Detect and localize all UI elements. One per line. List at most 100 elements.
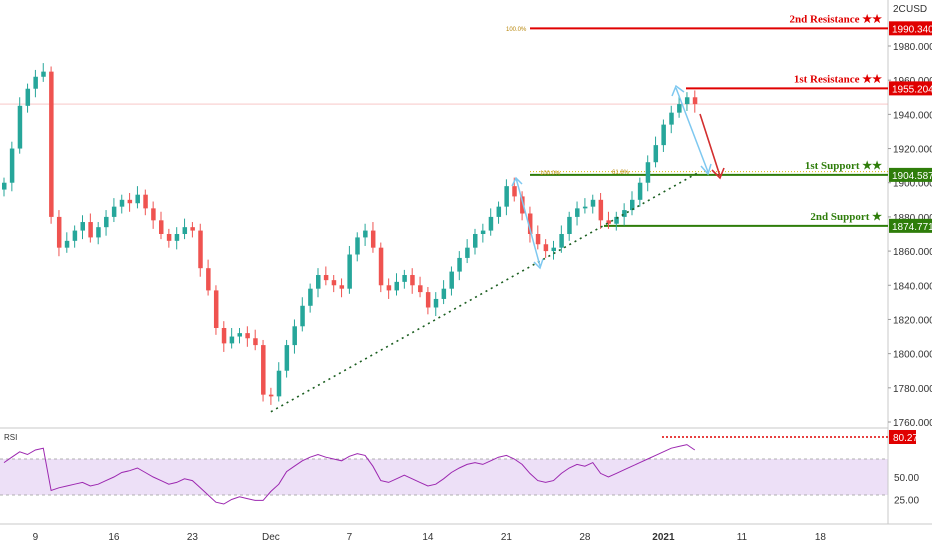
- candle: [182, 218, 188, 240]
- price-tick-label: 1840.000: [893, 281, 932, 292]
- price-tick-label: 1800.000: [893, 350, 932, 361]
- candle: [213, 285, 219, 335]
- fib-label-top: 100.0%: [506, 27, 527, 33]
- price-tick-label: 1980.000: [893, 42, 932, 53]
- candle: [237, 328, 242, 344]
- arrow-head-1b: [533, 258, 544, 270]
- candle: [590, 194, 596, 214]
- candle: [308, 283, 313, 313]
- date-tick-label: 16: [108, 532, 120, 543]
- candle: [253, 329, 258, 351]
- date-tick-label: 7: [347, 532, 353, 543]
- candle: [370, 222, 376, 253]
- candle: [80, 215, 85, 240]
- candle: [127, 192, 133, 212]
- candle: [339, 278, 345, 298]
- candle: [17, 97, 23, 154]
- level-price-tag-text: 1990.340: [892, 24, 932, 35]
- rsi-tick-label: 25.00: [894, 496, 919, 507]
- currency-label: USD: [906, 4, 927, 15]
- candle: [637, 177, 643, 207]
- candle: [159, 211, 164, 240]
- candle: [355, 232, 360, 262]
- measure-arrow-1: [515, 177, 541, 267]
- candle: [331, 275, 337, 293]
- candle: [441, 280, 447, 305]
- measure-arrow-2: [675, 87, 709, 173]
- price-axis-top-label: 2C: [893, 4, 906, 15]
- date-tick-label: 18: [815, 532, 827, 543]
- candle: [410, 268, 415, 294]
- candle: [598, 192, 604, 229]
- level-price-tag: 1990.340: [889, 21, 932, 36]
- candle: [645, 155, 651, 192]
- candle: [316, 268, 321, 298]
- price-tick-label: 1780.000: [893, 384, 932, 395]
- candle: [119, 194, 125, 214]
- candle: [292, 319, 297, 354]
- candle: [386, 278, 392, 299]
- rsi-band: [0, 459, 888, 495]
- candle: [229, 328, 235, 349]
- candle: [684, 92, 690, 111]
- date-tick-label: 2021: [652, 532, 675, 543]
- candle: [449, 266, 454, 296]
- date-tick-label: 28: [579, 532, 591, 543]
- candle: [496, 201, 502, 224]
- arrow-head-1a: [511, 176, 523, 187]
- candle: [261, 339, 266, 402]
- candle: [661, 119, 666, 152]
- forecast-arrow: [699, 113, 725, 180]
- price-tick-label: 1900.000: [893, 179, 932, 190]
- rsi-line: [3, 444, 696, 505]
- fib-label-618: 61.8%: [612, 170, 630, 176]
- candles: [2, 63, 698, 405]
- forecast-arrow-head: [711, 167, 725, 180]
- level-price-tag: 1904.587: [889, 167, 932, 182]
- candle: [606, 211, 611, 229]
- candle: [692, 90, 698, 113]
- ascending-trendline[interactable]: [270, 172, 698, 413]
- candle: [135, 186, 140, 209]
- candle: [457, 251, 462, 281]
- candle: [96, 222, 101, 245]
- level-price-tag: 1955.204: [889, 81, 932, 96]
- candle: [567, 211, 572, 241]
- price-tick-label: 1940.000: [893, 110, 932, 121]
- candle: [64, 232, 70, 253]
- date-axis: 9 16 23 Dec 7 14 21 28 2021 11 18: [33, 532, 827, 543]
- candle: [174, 227, 180, 250]
- level-price-tag-text: 1955.204: [892, 84, 932, 95]
- candle: [480, 223, 486, 243]
- candle: [378, 242, 384, 293]
- candle: [630, 191, 635, 216]
- rsi-value-tag: 80.27: [889, 430, 918, 444]
- candle: [653, 136, 659, 168]
- candle: [402, 269, 407, 289]
- date-tick-label: Dec: [262, 532, 280, 543]
- measure-arrows: [511, 84, 712, 270]
- forecast-arrow-shaft: [699, 113, 721, 177]
- candle: [465, 239, 470, 264]
- candle: [151, 201, 156, 229]
- candle: [363, 223, 368, 246]
- candle: [88, 213, 93, 243]
- candle: [9, 141, 15, 192]
- candle: [268, 387, 274, 405]
- arrow-head-2b: [700, 163, 712, 176]
- candle: [33, 69, 38, 98]
- price-tick-label: 1880.000: [893, 213, 932, 224]
- rsi-axis: 50.00 25.00: [894, 473, 919, 507]
- level-price-tag-text: 1874.771: [892, 222, 932, 233]
- candle: [488, 208, 494, 236]
- candle: [221, 321, 227, 352]
- candle: [535, 225, 541, 250]
- date-tick-label: 14: [422, 532, 434, 543]
- candle: [49, 66, 54, 224]
- svg-text:80.27: 80.27: [893, 433, 918, 444]
- candle: [575, 201, 580, 226]
- rsi-tick-label: 50.00: [894, 473, 919, 484]
- date-tick-label: 21: [501, 532, 513, 543]
